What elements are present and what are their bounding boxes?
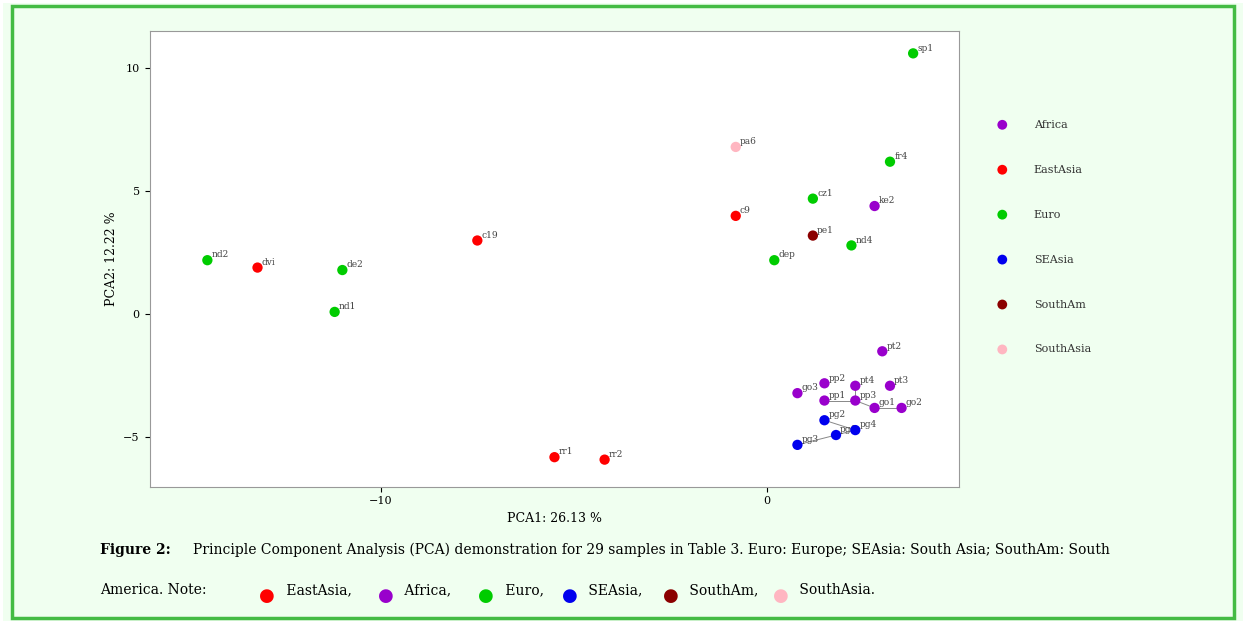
Point [815, 415, 835, 425]
Text: America. Note:: America. Note: [100, 583, 211, 597]
Point [845, 425, 865, 435]
Text: pt3: pt3 [895, 376, 910, 385]
Text: dvi: dvi [262, 258, 275, 267]
Text: c19: c19 [481, 231, 498, 240]
Text: SouthAm: SouthAm [1034, 300, 1085, 310]
Text: ke2: ke2 [878, 196, 895, 205]
Text: pg4: pg4 [860, 421, 877, 429]
Text: sp1: sp1 [917, 44, 933, 52]
Text: SouthAm,: SouthAm, [685, 583, 763, 597]
Text: SouthAsia: SouthAsia [1034, 344, 1091, 354]
Text: rr1: rr1 [558, 447, 573, 456]
Point [865, 201, 885, 211]
Text: pe1: pe1 [817, 226, 834, 235]
Text: Euro,: Euro, [501, 583, 548, 597]
X-axis label: PCA1: 26.13 %: PCA1: 26.13 % [507, 512, 602, 525]
Text: ●: ● [478, 587, 495, 605]
Point [248, 263, 268, 273]
Text: c9: c9 [740, 206, 751, 215]
Point [903, 49, 923, 59]
Point [787, 388, 807, 398]
Point [815, 396, 835, 406]
Text: ●: ● [259, 587, 275, 605]
Text: pt4: pt4 [860, 376, 875, 385]
Point [725, 211, 745, 221]
Text: SEAsia,: SEAsia, [584, 583, 647, 597]
Text: ●: ● [378, 587, 394, 605]
Point [845, 381, 865, 391]
Text: fr4: fr4 [895, 152, 907, 161]
Point [764, 255, 784, 265]
Point [826, 430, 846, 440]
Text: SEAsia: SEAsia [1034, 255, 1074, 265]
Text: pg2: pg2 [829, 411, 846, 419]
Point [197, 255, 217, 265]
Text: de2: de2 [346, 260, 364, 270]
Text: EastAsia: EastAsia [1034, 165, 1083, 175]
Point [802, 193, 822, 203]
Point [892, 403, 912, 413]
Text: ●: ● [562, 587, 578, 605]
Text: Africa: Africa [1034, 120, 1068, 130]
Point [333, 265, 353, 275]
Point [325, 307, 345, 317]
Text: nd1: nd1 [339, 302, 356, 311]
Text: SouthAsia.: SouthAsia. [795, 583, 875, 597]
Point [594, 455, 614, 465]
Point [802, 231, 822, 241]
Text: dep: dep [779, 250, 795, 260]
Text: go3: go3 [801, 383, 819, 392]
Text: Africa,: Africa, [400, 583, 456, 597]
Text: Principle Component Analysis (PCA) demonstration for 29 samples in Table 3. Euro: Principle Component Analysis (PCA) demon… [193, 543, 1110, 557]
Text: pp2: pp2 [829, 374, 846, 383]
Text: pa6: pa6 [740, 137, 756, 146]
Text: go1: go1 [878, 398, 896, 407]
Text: rr2: rr2 [609, 450, 623, 459]
Point [880, 381, 900, 391]
Text: nd2: nd2 [212, 250, 229, 260]
Text: ●: ● [663, 587, 679, 605]
Text: pg3: pg3 [801, 435, 819, 444]
Text: ●: ● [773, 587, 789, 605]
Text: EastAsia,: EastAsia, [282, 583, 356, 597]
Text: pp3: pp3 [860, 391, 877, 400]
Text: Euro: Euro [1034, 210, 1062, 220]
Point [725, 142, 745, 152]
Point [815, 378, 835, 388]
Point [787, 440, 807, 450]
Text: cz1: cz1 [817, 189, 832, 198]
Text: pg1: pg1 [840, 425, 857, 434]
Text: pt2: pt2 [886, 341, 902, 351]
Text: pp1: pp1 [829, 391, 846, 400]
Text: nd4: nd4 [856, 236, 873, 245]
Point [467, 235, 487, 245]
Point [545, 452, 564, 462]
Point [841, 240, 861, 250]
Point [880, 157, 900, 167]
Point [865, 403, 885, 413]
Point [872, 346, 892, 356]
Y-axis label: PCA2: 12.22 %: PCA2: 12.22 % [105, 212, 117, 306]
Text: go2: go2 [906, 398, 922, 407]
Text: Figure 2:: Figure 2: [100, 543, 171, 557]
Point [845, 396, 865, 406]
